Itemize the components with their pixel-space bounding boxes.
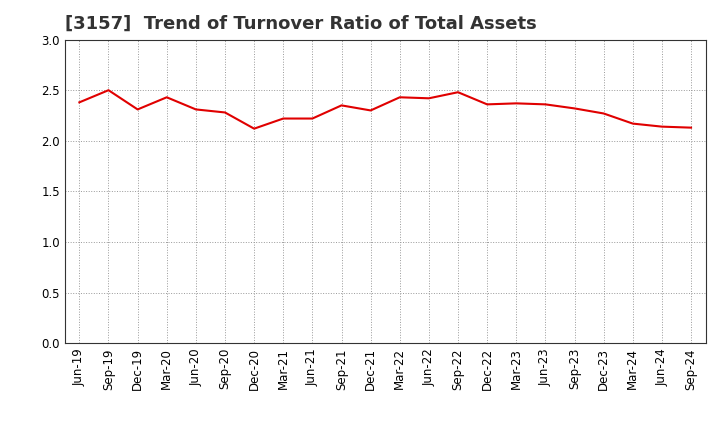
Text: [3157]  Trend of Turnover Ratio of Total Assets: [3157] Trend of Turnover Ratio of Total … xyxy=(65,15,536,33)
